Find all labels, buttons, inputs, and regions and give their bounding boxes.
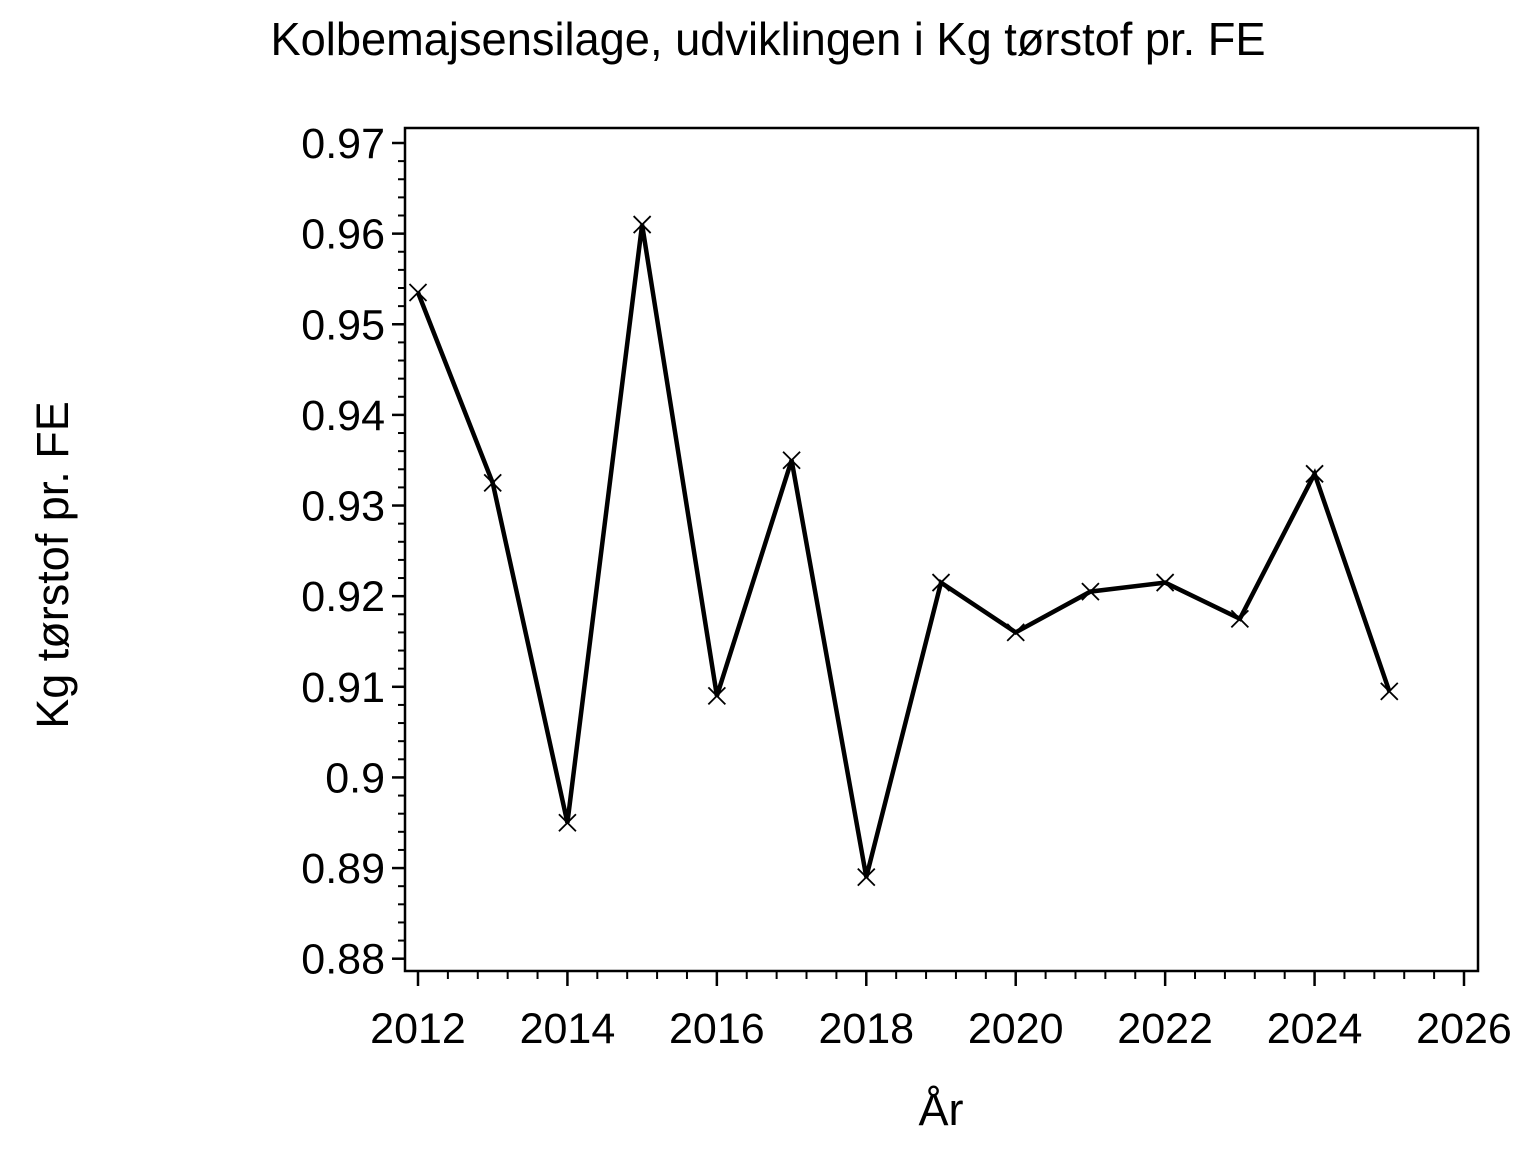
data-point-marker bbox=[1230, 609, 1249, 628]
marker-stroke bbox=[857, 867, 876, 887]
marker-stroke bbox=[707, 686, 726, 705]
data-point-marker bbox=[857, 867, 876, 887]
x-axis-title: År bbox=[919, 1084, 964, 1135]
marker-stroke bbox=[483, 473, 502, 493]
y-axis-tick-label: 0.93 bbox=[301, 483, 385, 531]
marker-stroke bbox=[1006, 623, 1025, 642]
data-point-marker bbox=[931, 573, 951, 592]
y-axis-tick-label: 0.89 bbox=[301, 845, 385, 893]
data-point-marker bbox=[1156, 573, 1175, 592]
x-axis-tick-label: 2012 bbox=[370, 1005, 466, 1053]
plot-frame bbox=[403, 126, 1480, 973]
data-point-marker bbox=[558, 813, 577, 832]
data-line bbox=[415, 224, 1392, 878]
marker-stroke bbox=[633, 215, 652, 234]
marker-stroke bbox=[1230, 609, 1249, 628]
plot-border bbox=[403, 126, 1480, 973]
y-axis-tick-label: 0.92 bbox=[301, 573, 385, 621]
x-axis-tick-label: 2016 bbox=[669, 1005, 765, 1053]
x-axis-tick-label: 2026 bbox=[1416, 1005, 1512, 1053]
data-point-marker bbox=[782, 451, 801, 470]
data-point-marker bbox=[1081, 582, 1100, 601]
data-point-marker bbox=[483, 473, 502, 493]
axis-ticks bbox=[392, 141, 1466, 986]
y-axis-tick-label: 0.94 bbox=[301, 392, 385, 440]
y-axis-tick-label: 0.91 bbox=[301, 664, 385, 712]
y-axis-tick-label: 0.95 bbox=[301, 301, 385, 349]
data-point-marker bbox=[408, 283, 428, 302]
data-point-marker bbox=[707, 686, 726, 705]
x-axis-tick-label: 2020 bbox=[968, 1005, 1064, 1053]
data-point-marker bbox=[1380, 682, 1399, 701]
marker-stroke bbox=[558, 813, 577, 832]
y-axis-tick-label: 0.9 bbox=[325, 754, 385, 802]
marker-stroke bbox=[782, 451, 801, 470]
marker-stroke bbox=[1305, 464, 1324, 483]
marker-stroke bbox=[931, 573, 951, 592]
y-axis-tick-label: 0.88 bbox=[301, 936, 385, 984]
x-axis-tick-label: 2018 bbox=[818, 1005, 914, 1053]
marker-stroke bbox=[1380, 682, 1399, 701]
data-point-marker bbox=[1006, 623, 1025, 642]
y-axis-tick-label: 0.96 bbox=[301, 211, 385, 259]
y-axis-title: Kg tørstof pr. FE bbox=[27, 401, 78, 729]
x-axis-tick-label: 2022 bbox=[1117, 1005, 1213, 1053]
chart-title: Kolbemajsensilage, udviklingen i Kg tørs… bbox=[271, 13, 1266, 65]
tick-labels: 2012 2014 2016 2018 2020 2022 2024 2026 0.97 0.96… bbox=[301, 120, 1512, 1053]
marker-stroke bbox=[408, 283, 428, 302]
data-point-marker bbox=[1305, 464, 1324, 483]
marker-stroke bbox=[1156, 573, 1175, 592]
data-point-marker bbox=[633, 215, 652, 234]
x-axis-tick-label: 2024 bbox=[1267, 1005, 1363, 1053]
y-axis-tick-label: 0.97 bbox=[301, 120, 385, 168]
data-series bbox=[408, 215, 1399, 887]
x-axis-tick-label: 2014 bbox=[520, 1005, 616, 1053]
marker-stroke bbox=[1081, 582, 1100, 601]
